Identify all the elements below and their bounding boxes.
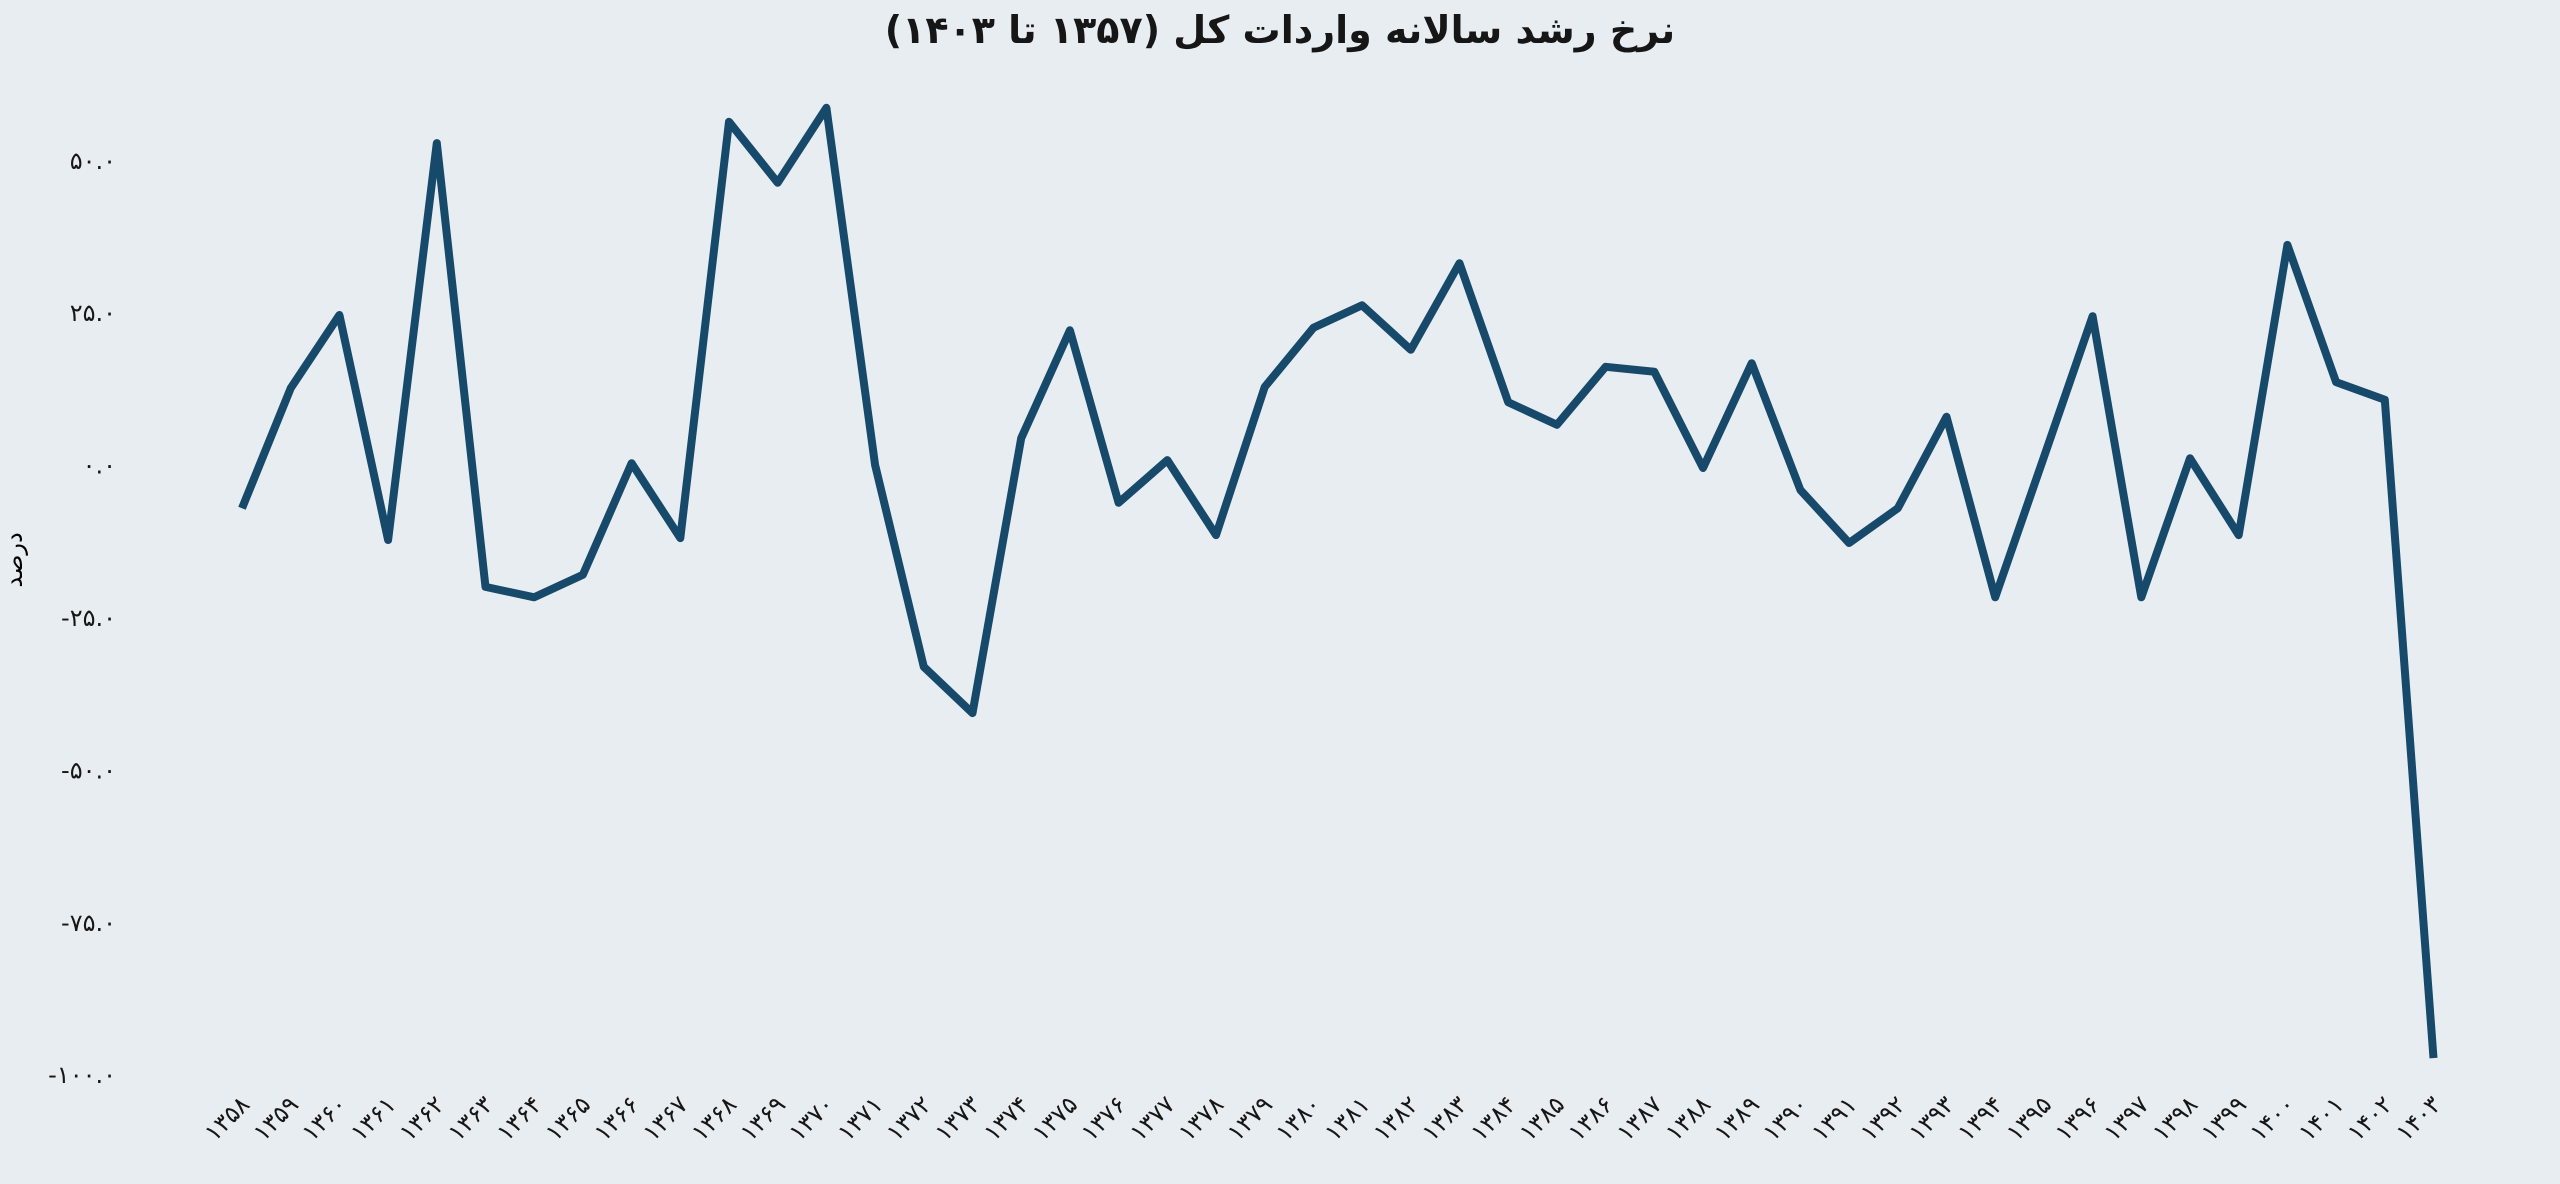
x-tick-label: ۱۳۹۳	[1903, 1090, 1959, 1146]
x-tick-label: ۱۴۰۱	[2293, 1090, 2349, 1146]
data-series-line	[238, 103, 2438, 1059]
x-tick-label: ۱۳۶۱	[345, 1090, 401, 1146]
x-tick-label: ۱۳۶۸	[686, 1090, 742, 1146]
x-tick-label: ۱۳۸۷	[1611, 1090, 1667, 1146]
x-tick-label: ۱۳۹۴	[1952, 1090, 2008, 1146]
x-tick-label: ۱۳۵۸	[199, 1090, 255, 1146]
x-tick-label: ۱۳۶۳	[442, 1090, 498, 1146]
y-tick-label: ۲۵.۰	[70, 299, 116, 327]
x-tick-label: ۱۳۷۴	[978, 1090, 1034, 1146]
x-tick-label: ۱۳۹۹	[2196, 1090, 2252, 1146]
x-tick-label: ۱۳۹۱	[1806, 1090, 1862, 1146]
x-tick-label: ۱۳۹۶	[2050, 1090, 2106, 1146]
x-tick-label: ۱۳۶۰	[296, 1090, 352, 1146]
x-tick-label: ۱۳۹۰	[1757, 1090, 1813, 1146]
x-tick-label: ۱۳۷۶	[1076, 1090, 1132, 1146]
y-tick-label: -۵۰.۰	[61, 756, 116, 784]
x-tick-label: ۱۳۸۳	[1416, 1090, 1472, 1146]
x-tick-label: ۱۳۹۷	[2098, 1090, 2154, 1146]
chart-title: نرخ رشد سالانه واردات کل (۱۳۵۷ تا ۱۴۰۳)	[884, 8, 1676, 52]
x-tick-label: ۱۳۸۵	[1514, 1090, 1570, 1146]
y-tick-label: -۷۵.۰	[61, 909, 116, 937]
x-tick-label: ۱۳۸۴	[1465, 1090, 1521, 1146]
x-tick-label: ۱۳۶۹	[735, 1090, 791, 1146]
x-tick-label: ۱۳۷۸	[1173, 1090, 1229, 1146]
x-tick-label: ۱۳۷۲	[881, 1090, 937, 1146]
x-tick-label: ۱۳۹۲	[1855, 1090, 1911, 1146]
x-tick-label: ۱۴۰۳	[2390, 1090, 2446, 1146]
y-axis-ticks: ۵۰.۰ ۲۵.۰ ۰.۰ -۲۵.۰ -۵۰.۰ -۷۵.۰ -۱۰۰.۰	[48, 147, 116, 1089]
x-tick-label: ۱۳۹۸	[2147, 1090, 2203, 1146]
x-tick-label: ۱۳۶۲	[394, 1090, 450, 1146]
y-axis-label: درصد	[0, 532, 28, 587]
x-tick-label: ۱۳۸۶	[1563, 1090, 1619, 1146]
x-tick-label: ۱۳۷۵	[1027, 1090, 1083, 1146]
x-axis-ticks: ۱۳۵۸۱۳۵۹۱۳۶۰۱۳۶۱۱۳۶۲۱۳۶۳۱۳۶۴۱۳۶۵۱۳۶۶۱۳۶۷…	[199, 1090, 2447, 1146]
x-tick-label: ۱۳۸۱	[1319, 1090, 1375, 1146]
x-tick-label: ۱۴۰۲	[2342, 1090, 2398, 1146]
x-tick-label: ۱۳۹۵	[2001, 1090, 2057, 1146]
y-tick-label: -۱۰۰.۰	[48, 1061, 116, 1089]
x-tick-label: ۱۳۷۱	[832, 1090, 888, 1146]
x-tick-label: ۱۳۷۰	[783, 1090, 839, 1146]
x-tick-label: ۱۳۵۹	[248, 1090, 304, 1146]
x-tick-label: ۱۳۸۰	[1270, 1090, 1326, 1146]
x-tick-label: ۱۴۰۰	[2244, 1090, 2300, 1146]
x-tick-label: ۱۳۶۴	[491, 1090, 547, 1146]
x-tick-label: ۱۳۸۹	[1709, 1090, 1765, 1146]
x-tick-label: ۱۳۷۹	[1222, 1090, 1278, 1146]
x-tick-label: ۱۳۸۸	[1660, 1090, 1716, 1146]
y-tick-label: ۰.۰	[83, 452, 116, 480]
x-tick-label: ۱۳۷۳	[929, 1090, 985, 1146]
x-tick-label: ۱۳۸۲	[1368, 1090, 1424, 1146]
x-tick-label: ۱۳۶۶	[589, 1090, 645, 1146]
x-tick-label: ۱۳۶۷	[637, 1090, 693, 1146]
x-tick-label: ۱۳۶۵	[540, 1090, 596, 1146]
x-tick-label: ۱۳۷۷	[1124, 1090, 1180, 1146]
y-tick-label: -۲۵.۰	[61, 604, 116, 632]
y-tick-label: ۵۰.۰	[70, 147, 116, 175]
